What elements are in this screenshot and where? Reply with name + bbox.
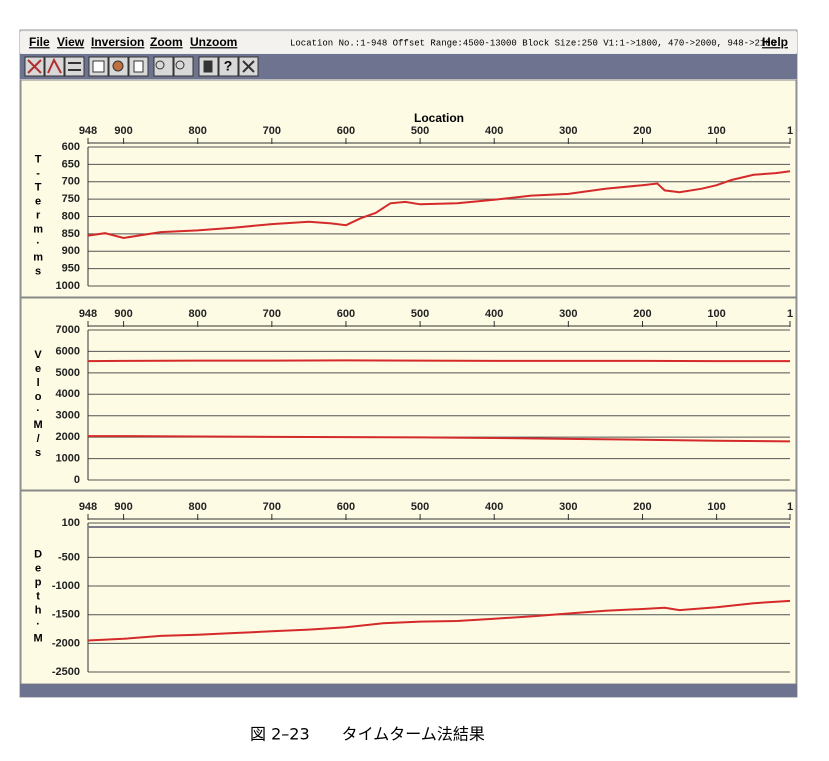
x-tick-label: 1	[787, 125, 793, 137]
y-tick-label: 1000	[56, 280, 80, 292]
x-tick-label: 700	[263, 501, 281, 513]
y-tick-label: 600	[62, 141, 80, 153]
y-axis-title: Depth·M	[32, 549, 44, 647]
x-tick-label: 800	[189, 308, 207, 320]
toolbar	[20, 54, 797, 79]
caption: 図 2–23 タイムターム法結果	[250, 725, 485, 744]
x-tick-label: 100	[707, 125, 725, 137]
panel	[20, 79, 797, 298]
x-tick-label: 600	[337, 308, 355, 320]
x-tick-label: 500	[411, 125, 429, 137]
help-button-label: ?	[224, 58, 233, 74]
y-tick-label: 4000	[56, 388, 80, 400]
x-axis-title: Location	[414, 111, 464, 125]
x-tick-label: 200	[633, 125, 651, 137]
y-tick-label: 750	[62, 193, 80, 205]
data-line	[88, 435, 791, 443]
toolbar-buttons	[24, 56, 259, 77]
y-tick-label: 850	[62, 228, 80, 240]
icon	[47, 57, 62, 74]
info-text: Location No.:1-948 Offset Range:4500-130…	[290, 38, 776, 48]
y-tick-label: 100	[62, 517, 80, 529]
menu-item[interactable]: File	[29, 35, 50, 49]
x-tick-label: 400	[485, 308, 503, 320]
close-icon	[242, 60, 255, 73]
y-tick-label: 950	[62, 263, 80, 275]
zoom-icon	[175, 60, 185, 70]
icon	[27, 59, 42, 74]
x-tick-label: 600	[337, 501, 355, 513]
zoom-icon	[155, 60, 165, 70]
x-tick-label: 1	[787, 308, 793, 320]
x-tick-label: 500	[411, 501, 429, 513]
x-tick-label: 948	[79, 125, 97, 137]
x-tick-label: 200	[633, 308, 651, 320]
y-tick-label: 3000	[56, 410, 80, 422]
y-tick-label: 900	[62, 245, 80, 257]
panel	[20, 490, 797, 685]
x-tick-label: 948	[79, 501, 97, 513]
y-tick-label: -1000	[52, 580, 80, 592]
x-tick-label: 900	[114, 501, 132, 513]
y-tick-label: 1000	[56, 452, 80, 464]
y-tick-label: 0	[74, 474, 80, 486]
x-tick-label: 300	[559, 308, 577, 320]
x-tick-label: 1	[787, 501, 793, 513]
y-tick-label: -1500	[52, 609, 80, 621]
menu-item[interactable]: Zoom	[150, 35, 183, 49]
y-tick-label: 5000	[56, 367, 80, 379]
icon	[68, 62, 81, 71]
x-tick-label: 900	[114, 125, 132, 137]
status-bar	[20, 684, 797, 697]
y-tick-label: 800	[62, 210, 80, 222]
help-menu[interactable]: Help	[762, 35, 788, 49]
menu-bar	[20, 32, 797, 53]
x-tick-label: 800	[189, 125, 207, 137]
y-tick-label: -2000	[52, 637, 80, 649]
icon	[92, 60, 105, 73]
menu-item[interactable]: Inversion	[91, 35, 144, 49]
menu-item[interactable]: View	[57, 35, 85, 49]
x-tick-label: 200	[633, 501, 651, 513]
x-tick-label: 800	[189, 501, 207, 513]
y-tick-label: 650	[62, 158, 80, 170]
save-icon	[203, 60, 213, 73]
y-tick-label: -2500	[52, 666, 80, 678]
x-tick-label: 300	[559, 501, 577, 513]
x-tick-label: 400	[485, 125, 503, 137]
y-tick-label: 2000	[56, 431, 80, 443]
x-tick-label: 948	[79, 308, 97, 320]
icon	[112, 60, 124, 72]
y-axis-title: T-Term·ms	[32, 154, 44, 280]
y-tick-label: 700	[62, 176, 80, 188]
y-tick-label: -500	[58, 551, 80, 563]
y-tick-label: 7000	[56, 324, 80, 336]
x-tick-label: 100	[707, 501, 725, 513]
icon	[133, 60, 144, 73]
tool-button[interactable]	[218, 56, 239, 77]
data-line	[87, 599, 791, 642]
y-tick-label: 6000	[56, 345, 80, 357]
tool-button[interactable]	[64, 56, 85, 77]
data-line	[87, 359, 790, 363]
menu-item[interactable]: Unzoom	[190, 35, 237, 49]
x-tick-label: 900	[114, 308, 132, 320]
x-tick-label: 300	[559, 125, 577, 137]
x-tick-label: 400	[485, 501, 503, 513]
y-axis-title: Velo·M/s	[32, 349, 44, 461]
x-tick-label: 600	[337, 125, 355, 137]
x-tick-label: 500	[411, 308, 429, 320]
x-tick-label: 700	[263, 308, 281, 320]
x-tick-label: 100	[707, 308, 725, 320]
data-line	[87, 170, 791, 240]
x-tick-label: 700	[263, 125, 281, 137]
